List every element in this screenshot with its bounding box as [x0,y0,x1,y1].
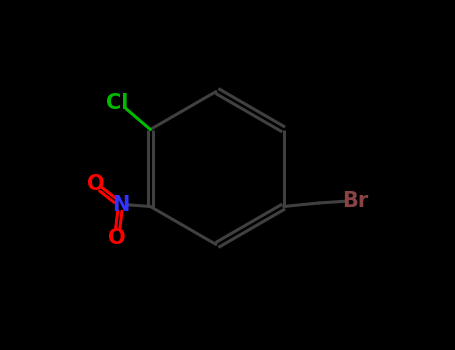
Text: Cl: Cl [106,93,128,113]
Text: O: O [108,228,126,248]
Text: N: N [112,195,129,215]
Text: O: O [87,174,105,194]
Text: Br: Br [342,191,369,211]
